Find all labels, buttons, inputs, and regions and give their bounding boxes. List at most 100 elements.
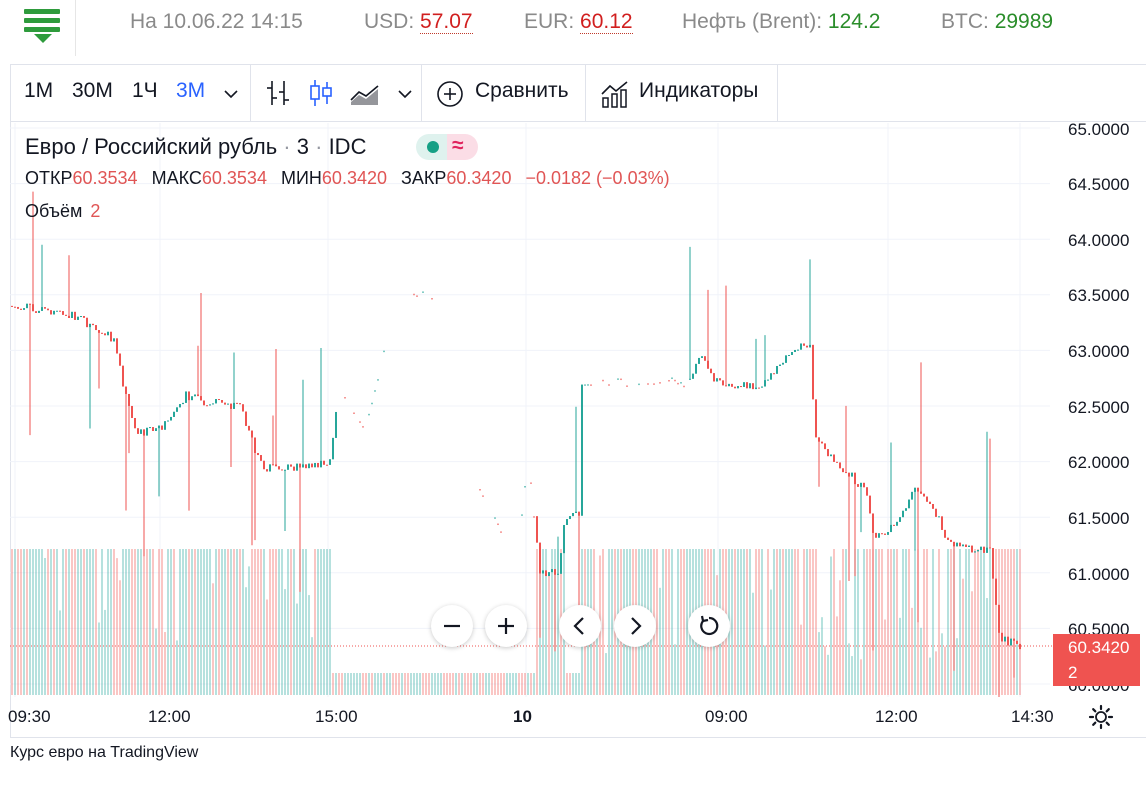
- time-axis-label: 15:00: [315, 707, 358, 726]
- chevron-down-icon[interactable]: [396, 88, 414, 100]
- toolbar-divider: [421, 64, 422, 122]
- candle-body: [698, 357, 700, 364]
- candle-body: [872, 513, 874, 533]
- candle-body: [41, 307, 43, 311]
- price-axis-label: 64.0000: [1068, 231, 1130, 250]
- scroll-left-button[interactable]: [559, 605, 601, 647]
- candle-body: [257, 452, 259, 456]
- candle-body: [23, 308, 25, 310]
- interval-3m[interactable]: 3M: [176, 79, 206, 102]
- candle-body: [209, 404, 211, 406]
- interval-1h[interactable]: 1Ч: [132, 79, 158, 102]
- candle-body: [833, 454, 835, 462]
- candle-body: [758, 387, 760, 389]
- scroll-right-button[interactable]: [614, 605, 656, 647]
- symbol-title: Евро / Российский рубль: [25, 134, 278, 159]
- candle-body: [830, 454, 832, 457]
- volume-legend[interactable]: Объём 2: [25, 201, 100, 222]
- candle-body: [206, 405, 208, 407]
- candle-body: [152, 427, 154, 431]
- candle-body: [983, 546, 985, 553]
- interval-1m[interactable]: 1M: [24, 79, 54, 102]
- candle-body: [68, 315, 70, 318]
- menu-icon: [24, 9, 60, 14]
- candle-body: [980, 546, 982, 551]
- candle-body: [215, 399, 217, 404]
- candle-body: [1007, 636, 1009, 646]
- settings-gear-icon[interactable]: [1088, 704, 1114, 730]
- close-label: ЗАКР: [401, 168, 447, 188]
- toolbar-divider: [777, 64, 778, 122]
- candle-body: [953, 541, 955, 547]
- candle-body: [536, 516, 538, 543]
- candles-icon[interactable]: [308, 78, 334, 108]
- candle-body: [968, 545, 970, 547]
- candle-body: [578, 511, 580, 516]
- candle-body: [290, 464, 292, 467]
- candle-body: [134, 417, 136, 429]
- candle-body: [566, 519, 568, 525]
- candle-body: [737, 386, 739, 389]
- zoom-in-button[interactable]: [485, 605, 527, 647]
- indicators-button[interactable]: Индикаторы: [639, 79, 759, 102]
- price-chart[interactable]: [10, 123, 1146, 697]
- candle-body: [242, 404, 244, 412]
- candle-body: [131, 405, 133, 418]
- candle-body: [815, 399, 817, 438]
- candle-body: [50, 310, 52, 315]
- candle-body: [317, 462, 319, 468]
- candle-body: [860, 482, 862, 487]
- price-axis-label: 61.0000: [1068, 565, 1130, 584]
- tradingview-attribution[interactable]: Курс евро на TradingView: [10, 744, 199, 761]
- candle-body: [14, 306, 16, 308]
- symbol-source: IDC: [328, 134, 367, 159]
- candle-body: [122, 365, 124, 387]
- reset-chart-button[interactable]: [688, 605, 730, 647]
- candle-body: [767, 379, 769, 381]
- usd-ticker[interactable]: USD: 57.07: [364, 10, 473, 34]
- candle-body: [308, 463, 310, 469]
- candle-body: [287, 464, 289, 470]
- market-status-badge[interactable]: ≈: [416, 134, 478, 160]
- menu-button[interactable]: [10, 0, 76, 56]
- candle-body: [908, 499, 910, 509]
- candle-body: [893, 524, 895, 526]
- candle-body: [272, 464, 274, 466]
- bar-chart-icon[interactable]: [264, 78, 292, 108]
- candle-body: [293, 466, 295, 471]
- zoom-out-button[interactable]: [431, 605, 473, 647]
- chevron-down-icon[interactable]: [222, 88, 240, 100]
- candle-body: [878, 533, 880, 538]
- high-label: МАКС: [151, 168, 202, 188]
- candle-body: [74, 311, 76, 320]
- price-axis-label: 65.0000: [1068, 120, 1130, 139]
- candle-body: [86, 317, 88, 328]
- plus-circle-icon[interactable]: [436, 80, 464, 108]
- candle-body: [731, 383, 733, 387]
- indicators-icon[interactable]: [600, 80, 630, 108]
- candle-body: [11, 305, 13, 307]
- candle-body: [299, 463, 301, 468]
- candle-body: [47, 308, 49, 311]
- candle-body: [752, 383, 754, 390]
- candle-body: [104, 333, 106, 336]
- oil-ticker[interactable]: Нефть (Brent): 124.2: [682, 10, 880, 34]
- candle-body: [221, 400, 223, 403]
- candle-body: [155, 428, 157, 431]
- candle-body: [791, 352, 793, 355]
- chevron-left-icon: [573, 617, 584, 635]
- candle-body: [203, 400, 205, 406]
- symbol-legend[interactable]: Евро / Российский рубль · 3 · IDC: [25, 134, 366, 160]
- candle-body: [146, 427, 148, 436]
- interval-30m[interactable]: 30M: [72, 79, 113, 102]
- eur-ticker[interactable]: EUR: 60.12: [524, 10, 633, 34]
- candle-body: [248, 425, 250, 431]
- candle-body: [254, 437, 256, 453]
- compare-button[interactable]: Сравнить: [475, 79, 569, 102]
- btc-ticker[interactable]: BTC: 29989: [941, 10, 1053, 34]
- candle-body: [875, 532, 877, 538]
- candle-body: [986, 547, 988, 553]
- volume-value: 2: [90, 201, 101, 221]
- area-chart-icon[interactable]: [348, 78, 382, 108]
- candle-body: [944, 529, 946, 538]
